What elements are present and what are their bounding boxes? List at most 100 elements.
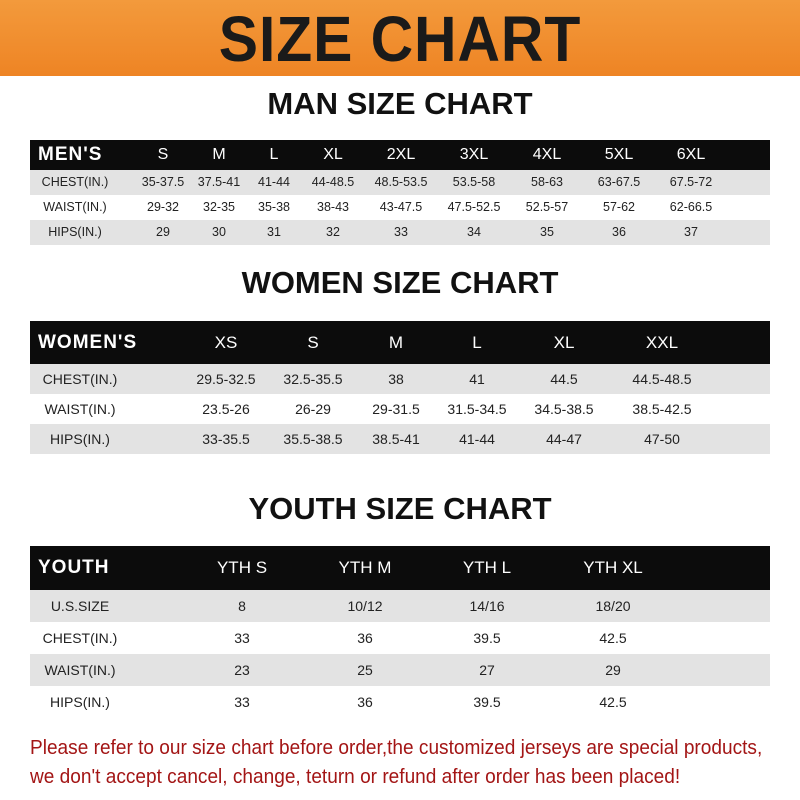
measurement-value: 47.5-52.5: [447, 200, 501, 214]
measurement-value: 36: [612, 225, 626, 239]
size-header: 5XL: [604, 146, 634, 163]
size-header: YTH S: [216, 558, 268, 577]
measurement-value: 30: [212, 225, 226, 239]
size-header: YTH M: [338, 558, 392, 577]
measurement-value: 35-38: [258, 200, 290, 214]
size-header: XS: [214, 333, 238, 352]
measurement-value: 34.5-38.5: [534, 401, 594, 417]
measurement-value: 41: [469, 371, 485, 387]
youth-section-title: YOUTH SIZE CHART: [248, 491, 552, 526]
measurement-value: 42.5: [599, 630, 627, 646]
size-header: XXL: [645, 333, 679, 352]
measurement-value: 38: [388, 371, 404, 387]
table-row: HIPS(IN.) 29 30 31 32 33 34 35 36 37: [30, 220, 770, 245]
measurement-value: 44.5: [550, 371, 578, 387]
measurement-value: 47-50: [644, 431, 680, 447]
measurement-value: 33-35.5: [202, 431, 250, 447]
size-header: S: [307, 333, 319, 352]
measurement-label: CHEST(IN.): [41, 175, 109, 189]
measurement-value: 41-44: [258, 175, 290, 189]
measurement-label: HIPS(IN.): [50, 694, 110, 710]
measurement-value: 33: [394, 225, 408, 239]
measurement-value: 67.5-72: [669, 175, 713, 189]
measurement-value: 63-67.5: [597, 175, 641, 189]
measurement-value: 35: [540, 225, 554, 239]
measurement-label: CHEST(IN.): [42, 371, 118, 387]
measurement-value: 34: [467, 225, 481, 239]
measurement-value: 31.5-34.5: [447, 401, 507, 417]
measurement-value: 14/16: [469, 598, 505, 614]
measurement-value: 41-44: [459, 431, 495, 447]
measurement-value: 29: [156, 225, 170, 239]
measurement-value: 58-63: [531, 175, 563, 189]
measurement-value: 39.5: [473, 694, 501, 710]
measurement-value: 35.5-38.5: [283, 431, 343, 447]
size-header: XL: [323, 146, 343, 163]
measurement-value: 37.5-41: [197, 175, 241, 189]
measurement-value: 44.5-48.5: [632, 371, 692, 387]
size-header: S: [157, 146, 169, 163]
measurement-value: 8: [238, 598, 246, 614]
size-header: 4XL: [532, 146, 562, 163]
measurement-value: 35-37.5: [141, 175, 185, 189]
table-row: HIPS(IN.) 33-35.5 35.5-38.5 38.5-41 41-44 44-…: [30, 424, 770, 454]
table-header-row: WOMEN'S XS S M L XL XXL: [30, 321, 770, 364]
measurement-value: 31: [267, 225, 281, 239]
women-section-title: WOMEN SIZE CHART: [241, 265, 559, 300]
measurement-value: 33: [234, 694, 250, 710]
size-header: L: [472, 333, 482, 352]
measurement-value: 52.5-57: [525, 200, 569, 214]
measurement-value: 26-29: [295, 401, 331, 417]
size-header: 2XL: [386, 146, 416, 163]
measurement-value: 27: [479, 662, 495, 678]
measurement-value: 37: [684, 225, 698, 239]
measurement-label: HIPS(IN.): [50, 431, 110, 447]
measurement-value: 29-32: [147, 200, 179, 214]
measurement-label: CHEST(IN.): [42, 630, 118, 646]
measurement-value: 43-47.5: [379, 200, 423, 214]
banner-title: SIZE CHART: [218, 3, 582, 75]
size-header: XL: [553, 333, 575, 352]
measurement-value: 25: [357, 662, 373, 678]
measurement-value: 23.5-26: [202, 401, 250, 417]
measurement-value: 42.5: [599, 694, 627, 710]
table-row: CHEST(IN.) 33 36 39.5 42.5: [30, 622, 770, 654]
table-category-label: WOMEN'S: [38, 332, 138, 353]
size-header: YTH XL: [583, 558, 643, 577]
size-header: M: [212, 146, 226, 163]
measurement-value: 29-31.5: [372, 401, 420, 417]
measurement-value: 29: [605, 662, 621, 678]
size-header: YTH L: [462, 558, 512, 577]
table-category-label: YOUTH: [38, 557, 110, 578]
size-header: L: [269, 146, 279, 163]
measurement-value: 32-35: [203, 200, 235, 214]
measurement-value: 33: [234, 630, 250, 646]
measurement-value: 62-66.5: [669, 200, 713, 214]
men-section-title: MAN SIZE CHART: [267, 86, 533, 121]
measurement-value: 53.5-58: [452, 175, 496, 189]
measurement-label: WAIST(IN.): [44, 401, 116, 417]
table-row: U.S.SIZE 8 10/12 14/16 18/20: [30, 590, 770, 622]
size-chart-banner: SIZE CHART: [0, 0, 800, 76]
measurement-value: 32.5-35.5: [283, 371, 343, 387]
measurement-value: 44-48.5: [311, 175, 355, 189]
table-category-label: MEN'S: [38, 144, 103, 165]
measurement-value: 38.5-42.5: [632, 401, 692, 417]
measurement-value: 10/12: [347, 598, 383, 614]
measurement-label: WAIST(IN.): [43, 200, 107, 214]
measurement-value: 18/20: [595, 598, 631, 614]
table-row: CHEST(IN.) 29.5-32.5 32.5-35.5 38 41 44.5 44.5…: [30, 364, 770, 394]
size-header: 6XL: [676, 146, 706, 163]
measurement-value: 48.5-53.5: [374, 175, 428, 189]
measurement-value: 44-47: [546, 431, 582, 447]
measurement-value: 36: [357, 694, 373, 710]
footer-notice-line-1: Please refer to our size chart before or…: [30, 736, 763, 759]
table-row: WAIST(IN.) 23 25 27 29: [30, 654, 770, 686]
table-row: WAIST(IN.) 23.5-26 26-29 29-31.5 31.5-34.5 34…: [30, 394, 770, 424]
measurement-value: 38-43: [317, 200, 349, 214]
measurement-label: HIPS(IN.): [48, 225, 102, 239]
measurement-label: U.S.SIZE: [50, 598, 110, 614]
size-header: M: [388, 333, 404, 352]
table-row: WAIST(IN.) 29-32 32-35 35-38 38-43 43-47.5 47.…: [30, 195, 770, 220]
measurement-value: 23: [234, 662, 250, 678]
